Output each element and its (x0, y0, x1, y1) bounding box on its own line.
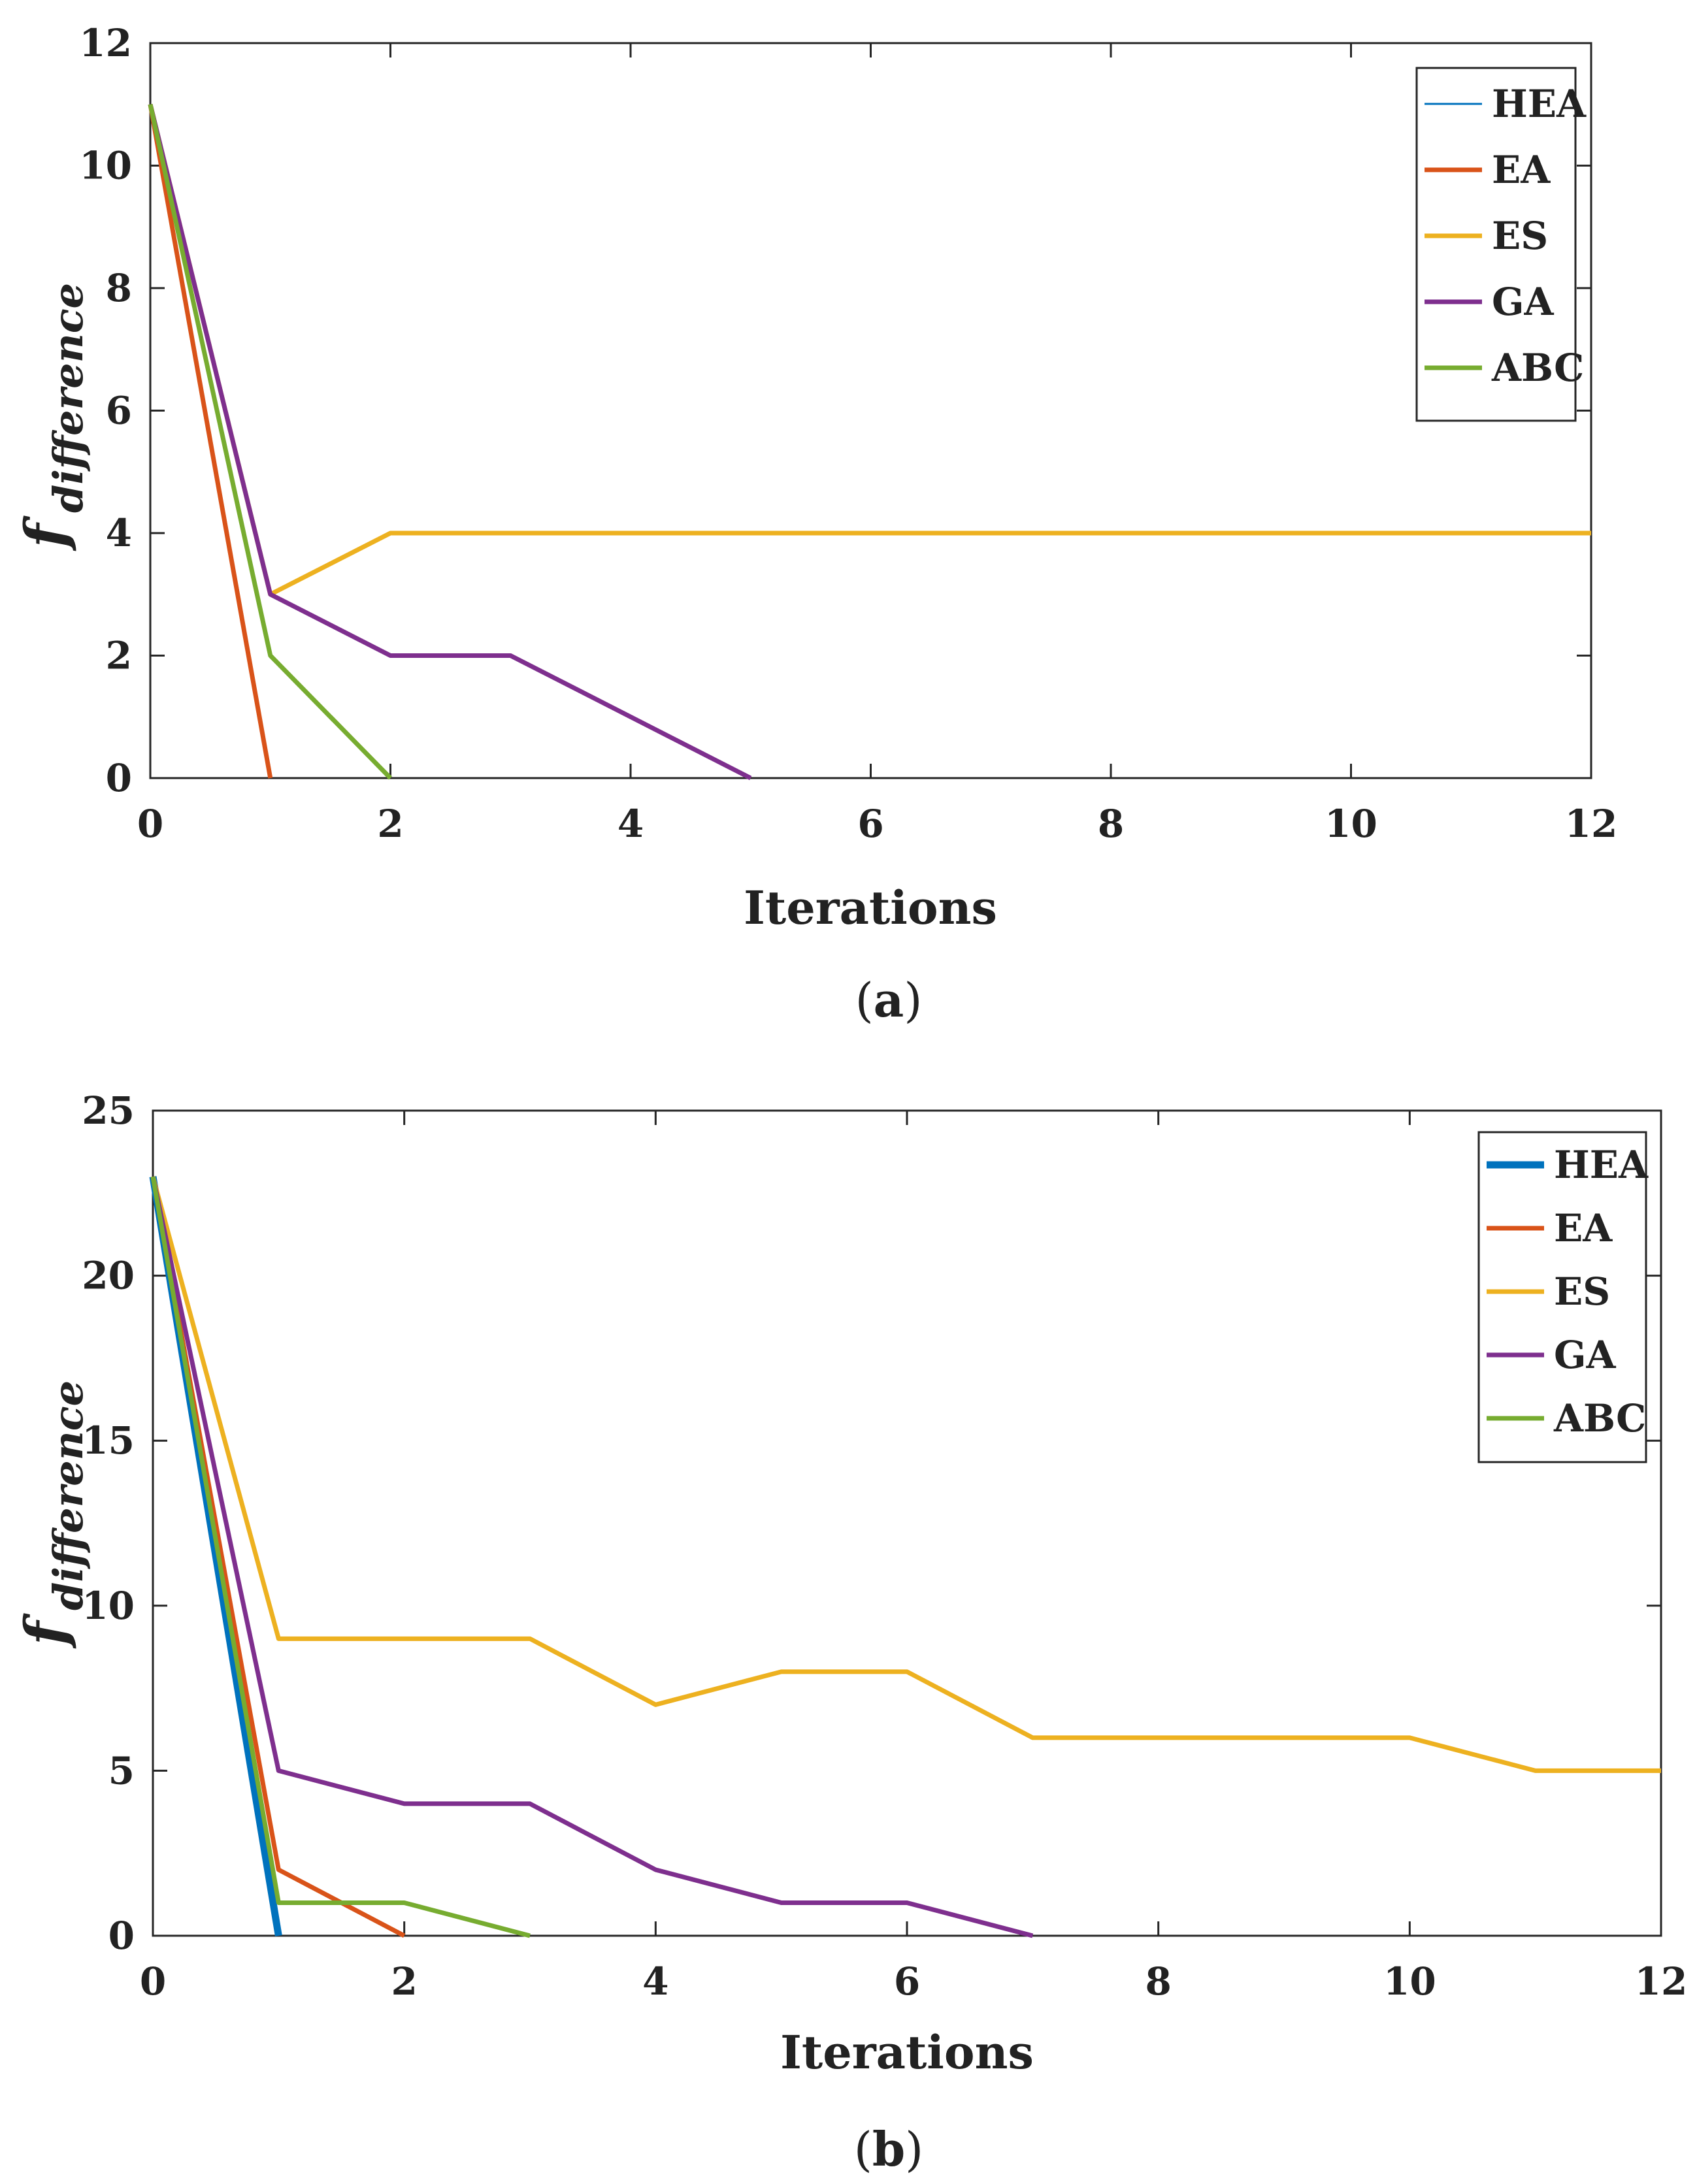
y-tick-label: 5 (108, 1748, 135, 1793)
x-tick-label: 2 (377, 802, 403, 846)
legend-label-es: ES (1492, 214, 1548, 258)
panel-caption-a: (a) (855, 972, 923, 1028)
legend-label-ea: EA (1492, 148, 1551, 192)
y-tick-label: 10 (79, 144, 132, 188)
x-tick-label: 8 (1098, 802, 1124, 846)
y-tick-label: 6 (106, 389, 132, 433)
x-tick-label: 2 (391, 1959, 417, 2004)
legend-label-hea: HEA (1492, 82, 1587, 126)
series-line-ga (150, 1176, 1034, 1938)
legend-label-abc: ABC (1553, 1396, 1646, 1441)
y-tick-label: 25 (82, 1088, 135, 1133)
legend-label-ea: EA (1554, 1206, 1613, 1250)
y-tick-label: 0 (108, 1914, 135, 1958)
x-tick-label: 12 (1635, 1959, 1688, 2004)
y-tick-label: 4 (106, 511, 132, 555)
x-tick-label: 10 (1325, 802, 1377, 846)
plot-area-b (152, 1109, 1662, 1937)
y-axis-title-sub-b: difference (44, 1380, 92, 1610)
chart-panel-b: 0 2 4 6 8 10 12 0 5 10 15 20 25 HEA EA ES GA ABC Iterati… (13, 1088, 1687, 2177)
y-tick-label: 10 (82, 1584, 135, 1628)
y-axis-title-sub-a: difference (44, 283, 92, 513)
axis-ticks-b: 0 2 4 6 8 10 12 0 5 10 15 20 25 (82, 1088, 1687, 2004)
series-line-es (150, 1176, 1661, 1773)
x-tick-label: 10 (1383, 1959, 1436, 2004)
y-tick-label: 8 (106, 266, 132, 310)
legend-box (1415, 67, 1577, 422)
y-tick-label: 15 (82, 1418, 135, 1463)
y-tick-label: 12 (79, 21, 132, 65)
series-line-abc (150, 1176, 531, 1938)
x-tick-label: 8 (1145, 1959, 1171, 2004)
y-axis-title-a: f difference (13, 283, 92, 552)
x-tick-label: 6 (857, 802, 883, 846)
x-tick-label: 12 (1565, 802, 1618, 846)
legend-label-ga: GA (1492, 280, 1555, 324)
series-line-abc (148, 104, 392, 780)
x-tick-label: 0 (140, 1959, 166, 2004)
axis-ticks-a: 0 2 4 6 8 10 12 0 2 4 6 8 10 12 (79, 21, 1617, 846)
legend-b: HEA EA ES GA ABC (1477, 1131, 1649, 1463)
y-axis-title-b: f difference (13, 1380, 92, 1650)
y-tick-label: 20 (82, 1254, 135, 1298)
legend-label-abc: ABC (1491, 346, 1584, 390)
x-tick-label: 4 (642, 1959, 668, 2004)
x-axis-title-a: Iterations (744, 881, 997, 935)
series-lines-b (149, 1176, 1661, 1938)
panel-caption-b: (b) (854, 2121, 924, 2177)
x-tick-label: 0 (137, 802, 163, 846)
y-tick-label: 0 (106, 756, 132, 800)
legend-label-ga: GA (1554, 1333, 1617, 1377)
y-axis-title-main-b: f (13, 1613, 79, 1650)
legend-a: HEA EA ES GA ABC (1415, 67, 1587, 422)
series-line-es (148, 103, 1591, 597)
x-axis-title-b: Iterations (780, 2025, 1034, 2079)
plot-area-a (149, 42, 1592, 779)
x-tick-label: 6 (894, 1959, 920, 2004)
series-line-ea (148, 104, 273, 779)
legend-label-hea: HEA (1554, 1143, 1649, 1187)
y-axis-title-main-a: f (13, 515, 79, 552)
legend-box (1477, 1131, 1647, 1463)
legend-label-es: ES (1554, 1269, 1610, 1314)
x-tick-label: 4 (618, 802, 644, 846)
chart-panel-a: 0 2 4 6 8 10 12 0 2 4 6 8 10 12 HEA EA ES GA ABC Iteratio… (13, 21, 1617, 1028)
series-lines-a (148, 103, 1591, 781)
series-line-ga (148, 103, 752, 781)
y-tick-label: 2 (106, 634, 132, 678)
